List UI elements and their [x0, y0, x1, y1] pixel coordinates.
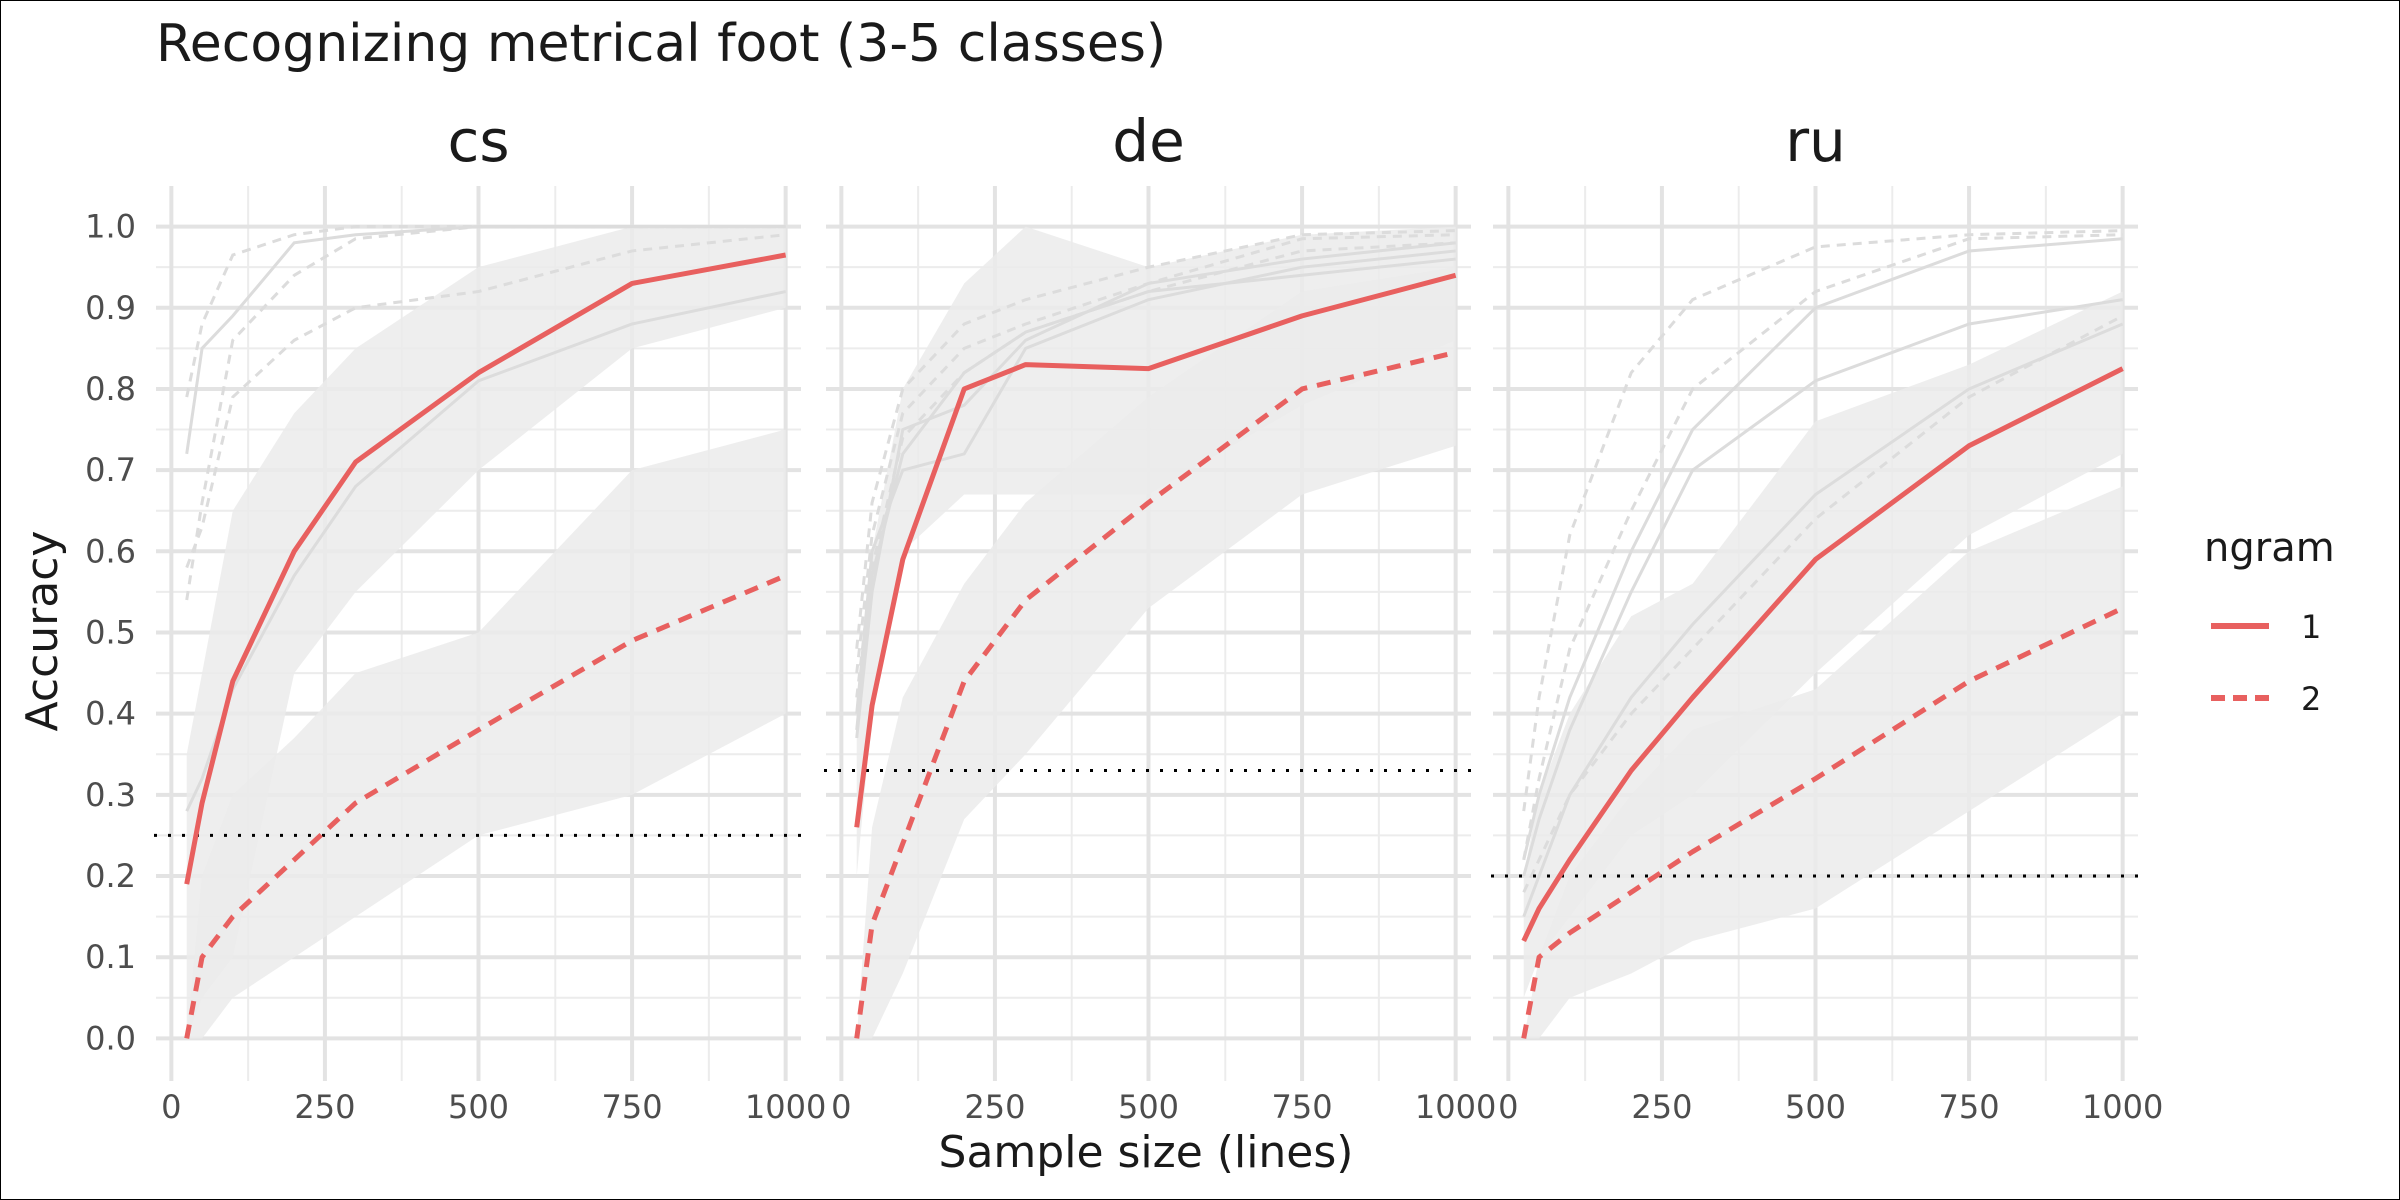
x-tick-label: 750 [1272, 1088, 1333, 1126]
background-line-4 [185, 225, 786, 601]
x-tick-label: 1000 [745, 1088, 826, 1126]
series-line-ngram-2 [854, 349, 1457, 1039]
x-tick-label: 500 [1785, 1088, 1846, 1126]
background-line-6 [1522, 314, 2124, 893]
background-line-3 [1522, 322, 2124, 918]
series-line-ngram-2 [1521, 605, 2124, 1039]
y-tick-label: 0.9 [85, 289, 136, 327]
x-tick-label: 750 [1939, 1088, 2000, 1126]
y-axis-title: Accuracy [17, 531, 68, 732]
x-tick-label: 750 [602, 1088, 663, 1126]
background-line-2 [1522, 298, 2123, 877]
facet-label-cs: cs [447, 107, 509, 175]
y-tick-label: 0.8 [85, 370, 136, 408]
series-line-ngram-1 [854, 272, 1457, 828]
y-tick-label: 0.4 [85, 695, 136, 733]
background-line-4 [1522, 229, 2123, 812]
ribbon-band-2 [186, 429, 786, 1039]
y-tick-label: 0.7 [85, 451, 136, 489]
background-line-5 [855, 233, 1456, 674]
ribbon-band-1 [1523, 291, 2123, 998]
y-tick-label: 1.0 [85, 208, 136, 246]
y-tick-label: 0.5 [85, 613, 136, 651]
ribbon-band-2 [1523, 486, 2123, 1039]
facet-panel-ru: ru 0 250 500 750 1000 [1491, 107, 2163, 1126]
background-line-2 [185, 290, 786, 812]
background-line-5 [185, 233, 786, 569]
legend: ngram 1 2 [2204, 525, 2335, 718]
background-line-6 [855, 241, 1456, 698]
legend-title: ngram [2204, 525, 2335, 571]
x-tick-label: 500 [448, 1088, 509, 1126]
x-tick-label: 0 [161, 1088, 181, 1126]
legend-label-ngram-2: 2 [2301, 680, 2321, 718]
y-tick-label: 0.0 [85, 1019, 136, 1057]
background-line-1 [855, 241, 1456, 739]
facet-panels: cs 0 250 500 750 1000 de 0 250 500 750 1000 ru 0 250 50… [85, 107, 2163, 1126]
x-tick-label: 250 [294, 1088, 355, 1126]
y-tick-label: 0.2 [85, 857, 136, 895]
x-tick-label: 250 [964, 1088, 1025, 1126]
background-line-3 [185, 225, 786, 398]
background-line-4 [855, 229, 1456, 649]
ribbon-band-2 [856, 267, 1456, 1039]
chart-title: Recognizing metrical foot (3-5 classes) [156, 14, 1166, 74]
legend-label-ngram-1: 1 [2301, 608, 2321, 646]
y-tick-label: 0.3 [85, 776, 136, 814]
x-tick-label: 0 [1498, 1088, 1518, 1126]
facet-label-ru: ru [1785, 107, 1846, 175]
series-line-ngram-1 [1521, 366, 2124, 943]
x-tick-label: 1000 [1415, 1088, 1496, 1126]
x-axis-title: Sample size (lines) [939, 1127, 1354, 1178]
background-line-2 [855, 249, 1456, 714]
facet-label-de: de [1112, 107, 1185, 175]
background-line-1 [1522, 237, 2123, 861]
facet-panel-cs: cs 0 250 500 750 1000 [154, 107, 826, 1126]
background-line-5 [1522, 233, 2123, 861]
x-tick-label: 0 [831, 1088, 851, 1126]
y-tick-label: 0.6 [85, 532, 136, 570]
ribbon-band-1 [186, 226, 786, 1039]
series-line-ngram-1 [184, 252, 787, 885]
x-tick-label: 250 [1631, 1088, 1692, 1126]
x-tick-label: 1000 [2082, 1088, 2163, 1126]
facet-panel-de: de 0 250 500 750 1000 [824, 107, 1496, 1126]
x-tick-label: 500 [1118, 1088, 1179, 1126]
y-tick-label: 0.1 [85, 938, 136, 976]
